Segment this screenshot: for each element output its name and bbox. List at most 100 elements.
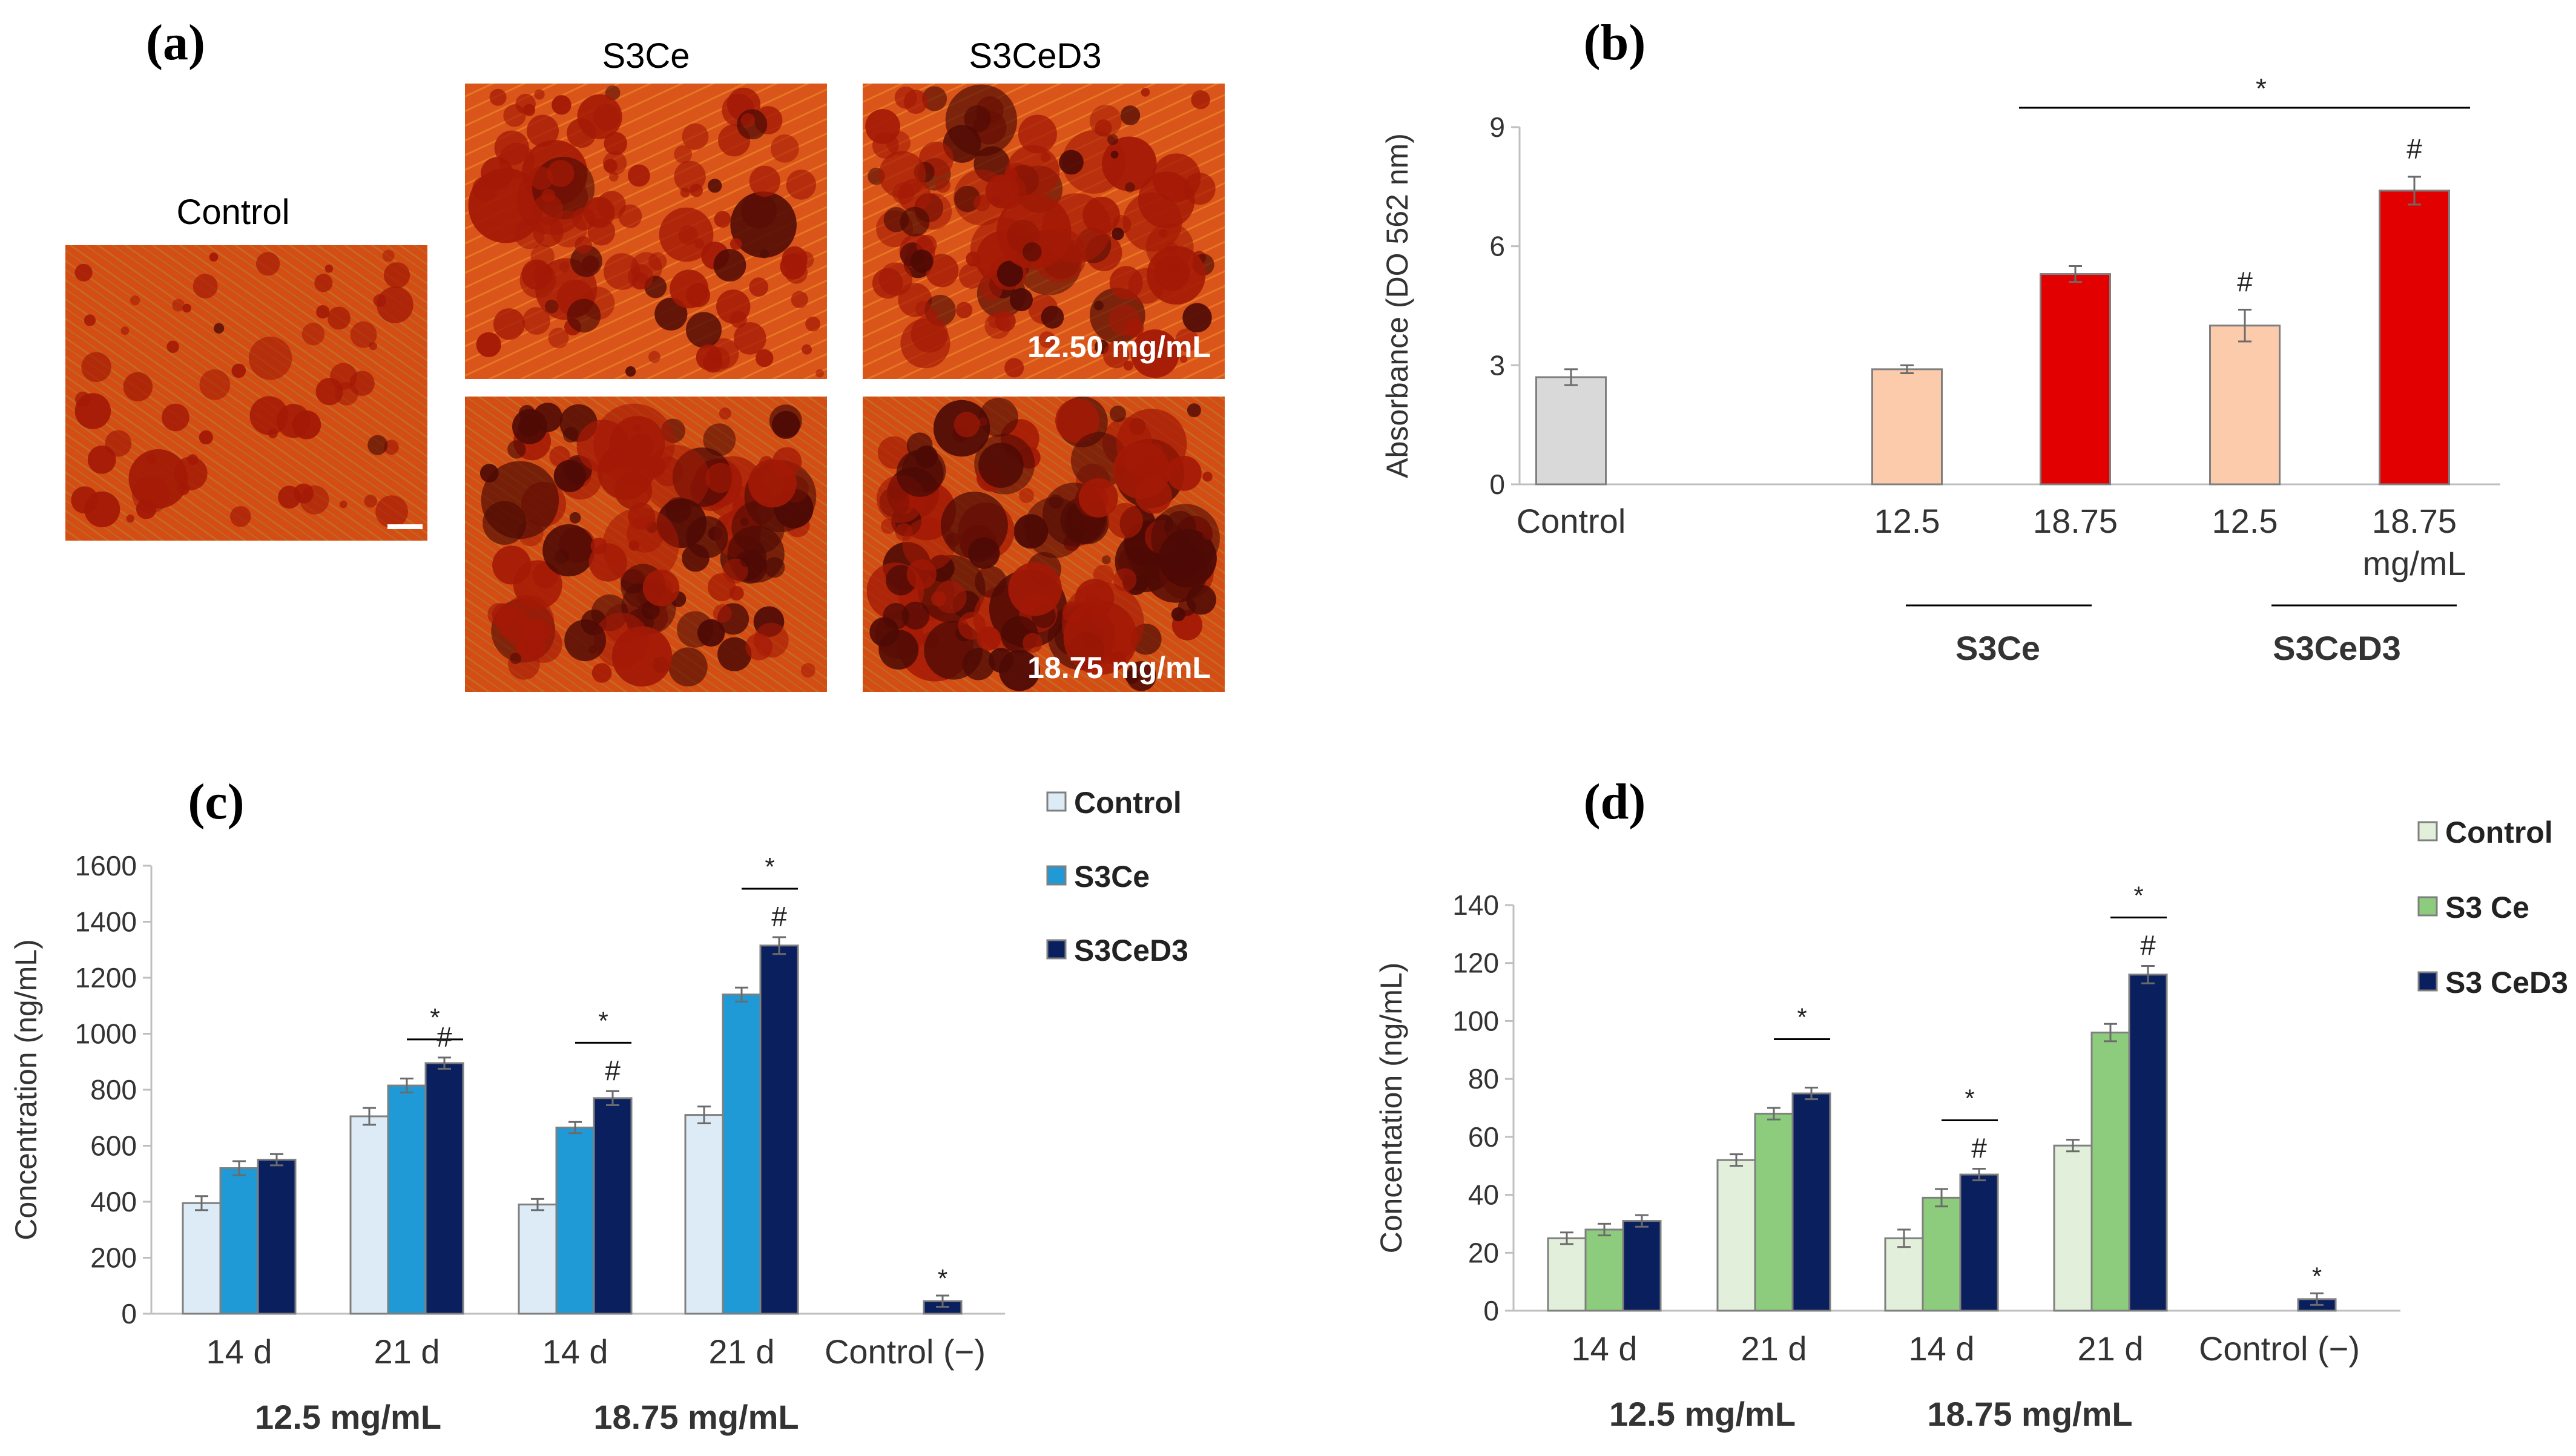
chart-d-legend-swatch xyxy=(2417,821,2438,842)
stain-spot xyxy=(900,318,950,369)
chart-d-tick-label: 0 xyxy=(1483,1295,1499,1326)
stain-spot xyxy=(350,321,377,348)
chart-b-bar xyxy=(2040,273,2111,486)
chart-c-legend-label: Control xyxy=(1074,786,1182,820)
stain-spot xyxy=(1107,502,1143,539)
stain-spot xyxy=(633,424,641,432)
stain-spot xyxy=(748,459,797,508)
stain-spot xyxy=(740,518,749,527)
stain-spot xyxy=(588,543,627,582)
stain-spot xyxy=(1093,564,1115,586)
chart-d-bar xyxy=(1547,1237,1587,1312)
scale-bar xyxy=(387,524,423,529)
stain-spot xyxy=(367,435,388,455)
chart-d-bar xyxy=(2128,973,2168,1312)
chart-c-bar xyxy=(555,1126,595,1315)
stain-spot xyxy=(1182,303,1212,332)
stain-spot xyxy=(915,301,932,317)
chart-d-hash-marker: # xyxy=(2140,930,2156,961)
stain-spot xyxy=(713,249,746,282)
chart-c-tick-label: 600 xyxy=(90,1130,137,1162)
stain-spot xyxy=(324,265,334,273)
stain-spot xyxy=(791,291,808,308)
chart-c-tick-label: 1600 xyxy=(75,850,137,881)
stain-spot xyxy=(954,185,981,212)
chart-d-legend-label: Control xyxy=(2445,815,2553,849)
stain-spot xyxy=(771,134,799,163)
stain-spot xyxy=(940,492,1008,559)
stain-spot xyxy=(802,344,812,355)
stain-spot xyxy=(749,165,780,197)
stain-spot xyxy=(642,445,710,512)
stain-spot xyxy=(686,516,728,558)
stain-spot xyxy=(1019,488,1034,503)
stain-spot xyxy=(493,308,525,340)
chart-b-tick-label: 3 xyxy=(1489,349,1505,381)
stain-spot xyxy=(730,238,742,250)
stain-spot xyxy=(375,495,408,528)
chart-d-legend-swatch xyxy=(2417,896,2438,917)
stain-spot xyxy=(123,372,153,401)
chart-c-legend-swatch xyxy=(1046,939,1067,960)
stain-spot xyxy=(187,454,199,466)
chart-c-category-label: 14 d xyxy=(542,1332,608,1371)
stain-spot xyxy=(925,254,959,288)
chart-b-tick-label: 6 xyxy=(1489,231,1505,262)
stain-spot xyxy=(628,164,650,187)
stain-spot xyxy=(772,410,800,439)
stain-spot xyxy=(544,300,559,314)
stain-spot xyxy=(680,188,690,197)
stain-spot xyxy=(301,323,325,346)
chart-b-category-label: 18.75 xyxy=(2372,502,2457,540)
chart-d-tick-label: 60 xyxy=(1468,1121,1499,1153)
stain-spot xyxy=(84,314,96,326)
micrograph-s3ced3-high: 18.75 mg/mL xyxy=(863,397,1225,692)
stain-spot xyxy=(1130,329,1179,378)
stain-spot xyxy=(199,430,213,445)
chart-c-bar xyxy=(257,1159,297,1315)
stain-spot xyxy=(522,307,550,335)
stain-spot xyxy=(1062,601,1085,624)
stain-spot xyxy=(696,344,722,371)
stain-spot xyxy=(999,650,1040,691)
chart-c-category-label: 14 d xyxy=(206,1332,272,1371)
stain-spot xyxy=(604,131,627,156)
chart-b-category-label: 18.75 xyxy=(2033,502,2118,540)
stain-spot xyxy=(740,556,751,567)
chart-c-category-label: Control (−) xyxy=(825,1332,986,1371)
stain-spot xyxy=(1004,358,1024,378)
stain-spot xyxy=(900,206,930,237)
stain-spot xyxy=(713,604,732,623)
chart-c-bar xyxy=(684,1114,724,1315)
chart-d-bar xyxy=(1791,1092,1831,1312)
stain-spot xyxy=(929,310,938,319)
chart-d-bar xyxy=(2090,1032,2130,1312)
stain-spot xyxy=(628,540,639,551)
stain-spot xyxy=(105,430,132,457)
chart-c-bar xyxy=(349,1115,389,1315)
chart-b-bar xyxy=(1871,368,1943,486)
stain-spot xyxy=(248,337,292,380)
stain-spot xyxy=(1126,661,1156,691)
s3ced3-column-label: S3CeD3 xyxy=(969,36,1101,76)
chart-c-hash-marker: # xyxy=(436,1021,452,1053)
stain-spot xyxy=(1120,105,1141,125)
stain-spot xyxy=(786,170,817,200)
stain-spot xyxy=(552,95,572,115)
stain-spot xyxy=(492,545,532,585)
stain-spot xyxy=(878,151,926,199)
stain-spot xyxy=(978,443,1024,488)
stain-spot xyxy=(977,626,1001,651)
stain-spot xyxy=(1112,227,1124,240)
chart-d-y-axis-title: Concentation (ng/mL) xyxy=(1374,963,1408,1254)
stain-spot xyxy=(815,369,824,378)
chart-d-group-label: 18.75 mg/mL xyxy=(1927,1395,2132,1433)
stain-spot xyxy=(268,429,278,438)
stain-spot xyxy=(1024,497,1085,558)
chart-b-significance-star: * xyxy=(2256,73,2267,104)
stain-spot xyxy=(880,518,896,534)
stain-spot xyxy=(1125,182,1135,193)
stain-spot xyxy=(1009,288,1033,312)
chart-c-tick-label: 1400 xyxy=(75,906,137,938)
stain-spot xyxy=(935,177,950,193)
